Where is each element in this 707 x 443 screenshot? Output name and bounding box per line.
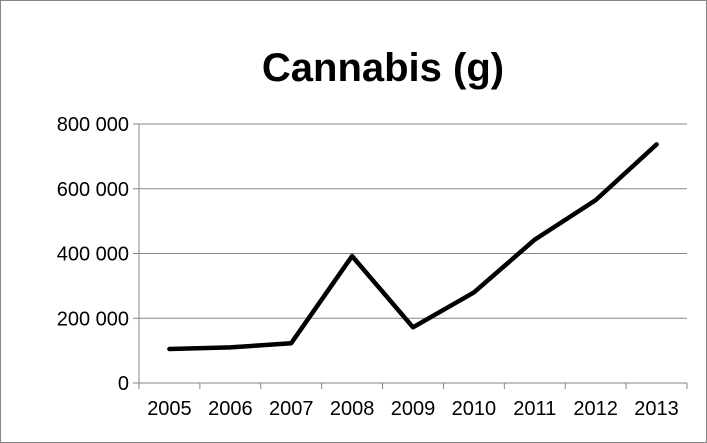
y-tick-label-4: 800 000 (57, 114, 129, 136)
x-tick-label-2009: 2009 (391, 398, 436, 420)
x-tick-label-2008: 2008 (330, 398, 375, 420)
x-tick-label-2005: 2005 (147, 398, 192, 420)
x-tick-labels: 2005 2006 2007 2008 2009 2010 2011 2012 2013 (147, 398, 679, 420)
y-tick-label-2: 400 000 (57, 244, 129, 266)
x-tick-label-2010: 2010 (452, 398, 497, 420)
y-tick-label-1: 200 000 (57, 308, 129, 330)
y-tick-label-0: 0 (118, 373, 129, 395)
x-tick-label-2011: 2011 (513, 398, 556, 420)
gridlines (139, 123, 687, 319)
x-tick-label-2013: 2013 (634, 398, 679, 420)
axes (133, 123, 688, 389)
x-tick-label-2007: 2007 (269, 398, 314, 420)
x-tick-label-2012: 2012 (573, 398, 618, 420)
chart-title: Cannabis (g) (262, 46, 504, 90)
y-tick-labels: 0 200 000 400 000 600 000 800 000 (57, 114, 129, 395)
series-layer (167, 142, 659, 352)
x-tick-label-2006: 2006 (208, 398, 253, 420)
y-tick-label-3: 600 000 (57, 179, 129, 201)
